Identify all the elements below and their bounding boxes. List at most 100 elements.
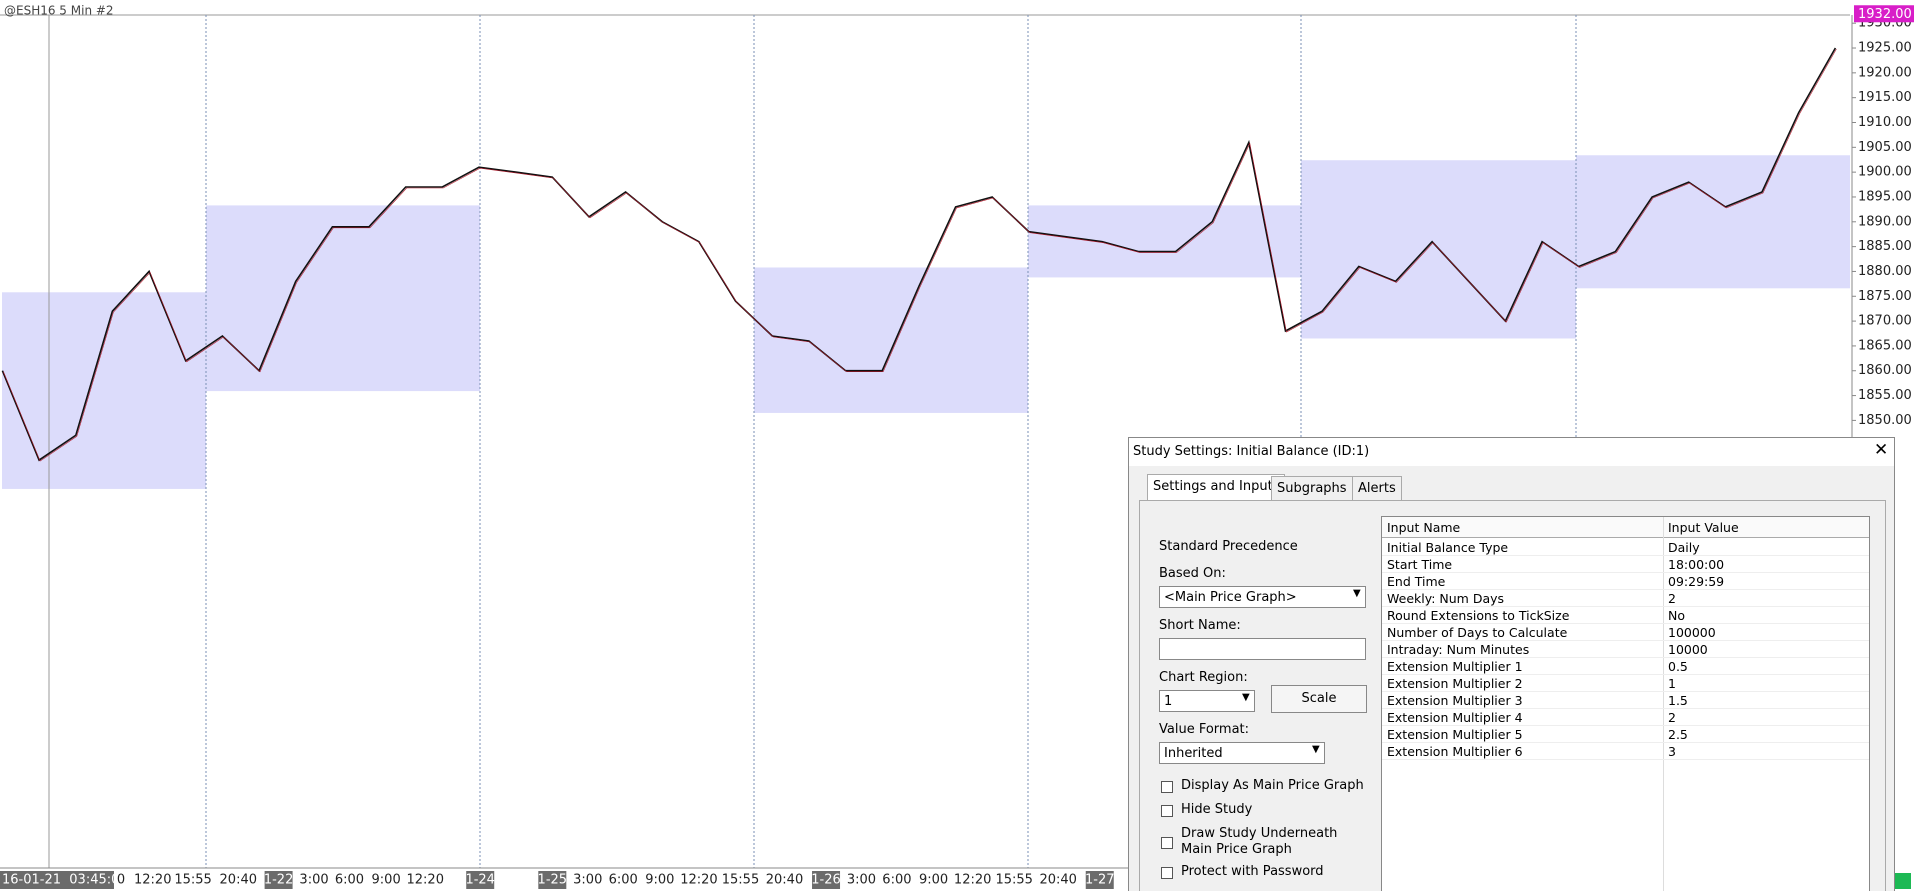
x-tick-label: 6:00 (609, 873, 638, 888)
x-tick-label: 20:40 (1039, 873, 1076, 888)
input-value[interactable]: 2 (1668, 591, 1676, 606)
y-tick-label: 1860.00 (1858, 363, 1912, 378)
column-header: Input Name (1387, 520, 1461, 535)
x-tick-label: 20:40 (766, 873, 803, 888)
checkbox[interactable] (1161, 781, 1173, 793)
precedence-label: Standard Precedence (1159, 539, 1298, 554)
initial-balance-range (1028, 205, 1301, 278)
y-tick-label: 1885.00 (1858, 239, 1912, 254)
input-value[interactable]: 0.5 (1668, 659, 1688, 674)
row-divider (1382, 589, 1869, 590)
x-tick-label: 16-01-21 03:45:00 (2, 873, 128, 888)
row-divider (1382, 657, 1869, 658)
last-price-box (1854, 5, 1914, 23)
input-name[interactable]: Extension Multiplier 4 (1387, 710, 1523, 725)
checkbox-label: Draw Study Underneath Main Price Graph (1181, 826, 1338, 857)
x-label-box (264, 871, 293, 889)
scale-button[interactable]: Scale (1271, 685, 1367, 713)
short-name-input[interactable] (1159, 638, 1366, 660)
study-settings-dialog: Study Settings: Initial Balance (ID:1) ✕… (1128, 437, 1895, 891)
checkbox[interactable] (1161, 805, 1173, 817)
x-tick-label: 9:00 (645, 873, 674, 888)
input-name[interactable]: Extension Multiplier 2 (1387, 676, 1523, 691)
x-tick-label: 1-22 (264, 873, 294, 888)
input-name[interactable]: Extension Multiplier 1 (1387, 659, 1523, 674)
y-tick-label: 1850.00 (1858, 413, 1912, 428)
x-label-box (538, 871, 567, 889)
y-tick-label: 1920.00 (1858, 65, 1912, 80)
x-tick-label: 3:00 (847, 873, 876, 888)
x-tick-label: 12:20 (954, 873, 991, 888)
input-name[interactable]: End Time (1387, 574, 1446, 589)
x-tick-label: 1-27 (1085, 873, 1115, 888)
x-label-box (0, 871, 114, 889)
x-tick-label: 9:00 (372, 873, 401, 888)
based-on-label: Based On: (1159, 566, 1226, 581)
checkbox-label: Display As Main Price Graph (1181, 778, 1364, 793)
x-tick-label: 1-25 (538, 873, 568, 888)
x-tick-label: 15:55 (174, 873, 211, 888)
x-tick-label: 12:20 (407, 873, 444, 888)
initial-balance-range (1576, 155, 1850, 289)
title-bar (1129, 438, 1894, 466)
tab[interactable]: Settings and Inputs (1147, 474, 1286, 502)
input-name[interactable]: Round Extensions to TickSize (1387, 608, 1570, 623)
input-value[interactable]: 3 (1668, 744, 1676, 759)
y-tick-label: 1855.00 (1858, 388, 1912, 403)
tab[interactable]: Subgraphs (1271, 476, 1353, 501)
input-value[interactable]: 2.5 (1668, 727, 1688, 742)
row-divider (1382, 759, 1869, 760)
checkbox[interactable] (1161, 837, 1173, 849)
column-divider (1663, 517, 1664, 891)
y-tick-label: 1880.00 (1858, 264, 1912, 279)
input-value[interactable]: 09:29:59 (1668, 574, 1725, 589)
input-value[interactable]: Daily (1668, 540, 1700, 555)
input-name[interactable]: Intraday: Num Minutes (1387, 642, 1530, 657)
initial-balance-range (206, 205, 480, 392)
last-price-label: 1932.00 (1858, 7, 1912, 22)
input-name[interactable]: Weekly: Num Days (1387, 591, 1505, 606)
table-header (1382, 517, 1869, 538)
input-value[interactable]: 2 (1668, 710, 1676, 725)
row-divider (1382, 606, 1869, 607)
column-header: Input Value (1668, 520, 1739, 535)
x-tick-label: 20:40 (220, 873, 257, 888)
row-divider (1382, 742, 1869, 743)
dropdown-arrow: ▼ (1353, 588, 1361, 599)
initial-balance-range (2, 292, 206, 489)
input-value[interactable]: 1 (1668, 676, 1676, 691)
input-name[interactable]: Extension Multiplier 6 (1387, 744, 1523, 759)
row-divider (1382, 623, 1869, 624)
input-name[interactable]: Extension Multiplier 3 (1387, 693, 1523, 708)
input-value[interactable]: 10000 (1668, 642, 1708, 657)
input-name[interactable]: Start Time (1387, 557, 1453, 572)
input-name[interactable]: Initial Balance Type (1387, 540, 1509, 555)
x-tick-label: 6:00 (882, 873, 911, 888)
input-value[interactable]: No (1668, 608, 1685, 623)
input-name[interactable]: Number of Days to Calculate (1387, 625, 1568, 640)
checkbox[interactable] (1161, 867, 1173, 879)
input-name[interactable]: Extension Multiplier 5 (1387, 727, 1523, 742)
x-label-box (466, 871, 495, 889)
input-value[interactable]: 1.5 (1668, 693, 1688, 708)
tab[interactable]: Alerts (1352, 476, 1402, 501)
row-divider (1382, 674, 1869, 675)
y-tick-label: 1915.00 (1858, 90, 1912, 105)
value-format-select[interactable]: Inherited (1159, 742, 1325, 764)
dialog-title: Study Settings: Initial Balance (ID:1) (1133, 444, 1370, 459)
y-tick-label: 1910.00 (1858, 115, 1912, 130)
chart-region-select[interactable]: 1 (1159, 690, 1255, 712)
price-line-shadow (3, 48, 1837, 462)
x-tick-label: 12:20 (134, 873, 171, 888)
y-tick-label: 1875.00 (1858, 289, 1912, 304)
input-value[interactable]: 18:00:00 (1668, 557, 1725, 572)
short-name-label: Short Name: (1159, 618, 1241, 633)
row-divider (1382, 691, 1869, 692)
symbol-label: @ESH16 5 Min #2 (4, 4, 114, 18)
close-button[interactable]: ✕ (1874, 440, 1889, 460)
based-on-select[interactable]: <Main Price Graph> (1159, 586, 1366, 608)
value-format-label: Value Format: (1159, 722, 1250, 737)
input-value[interactable]: 100000 (1668, 625, 1716, 640)
x-tick-label: 12:20 (680, 873, 717, 888)
